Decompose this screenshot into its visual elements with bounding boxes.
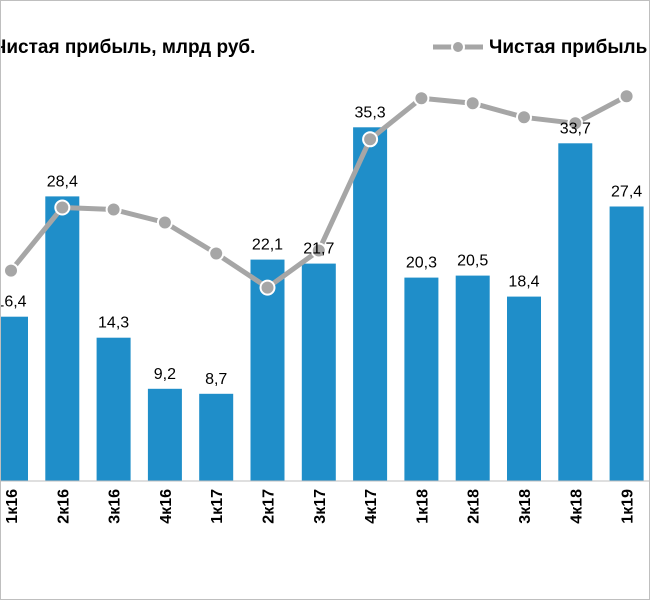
line-point-3к17: [310, 242, 327, 259]
x-tick-label-1к17: 1к17: [209, 489, 226, 524]
line-point-4к18: [567, 115, 584, 132]
data-label-1к16: 16,4: [1, 294, 27, 311]
x-tick-label-3к18: 3к18: [517, 489, 534, 524]
x-tick-label-1к19: 1к19: [620, 489, 637, 524]
line-point-1к16: [3, 262, 19, 279]
data-label-1к19: 27,4: [611, 184, 642, 201]
data-label-3к18: 18,4: [508, 274, 539, 291]
bar-1к18: [404, 277, 439, 481]
x-tick-label-2к17: 2к17: [261, 489, 278, 524]
data-label-4к18: 33,7: [560, 120, 591, 137]
bar-4к17: [353, 127, 388, 482]
x-tick-label-2к18: 2к18: [466, 489, 483, 524]
legend-line-label: Чистая прибыль: [489, 37, 647, 58]
bar-4к16: [147, 388, 182, 481]
bar-1к17: [199, 393, 234, 481]
bar-2к16: [45, 196, 80, 481]
x-tick-label-3к16: 3к16: [107, 489, 124, 524]
bar-2к18: [455, 275, 490, 481]
line-point-3к18: [516, 109, 532, 126]
labels-layer: 16,4 28,4 14,3 9,2 8,7 22,1 21,7 35,3 20,3 20,5 18…: [1, 104, 642, 388]
bar-3к16: [96, 337, 131, 481]
line-series-path: [9, 93, 628, 291]
x-tick-label-4к16: 4к16: [158, 489, 175, 524]
x-tick-label-1к16: 1к16: [4, 489, 21, 524]
x-tick-label-3к17: 3к17: [312, 489, 329, 524]
data-label-4к16: 9,2: [154, 366, 176, 383]
line-point-2к17: [259, 279, 276, 296]
data-label-2к16: 28,4: [47, 173, 78, 190]
x-tick-label-1к18: 1к18: [414, 489, 431, 524]
legend-line-marker: [451, 40, 465, 54]
line-point-3к16: [105, 201, 122, 218]
data-label-1к18: 20,3: [406, 255, 437, 272]
line-point-4к16: [156, 214, 173, 231]
line-point-1к17: [208, 245, 225, 262]
line-point-2к16: [54, 199, 71, 216]
legend-line-swatch: [433, 40, 483, 54]
bar-3к17: [301, 263, 336, 481]
bar-2к17: [250, 259, 285, 481]
bars-layer: [1, 127, 644, 482]
bar-3к18: [507, 296, 541, 481]
legend-bar-label: Чистая прибыль, млрд руб.: [1, 37, 255, 58]
line-point-1к19: [618, 88, 635, 105]
bar-1к19: [609, 206, 644, 481]
line-layer: [3, 88, 635, 296]
data-label-1к17: 8,7: [205, 371, 227, 388]
data-label-2к17: 22,1: [252, 237, 283, 254]
bar-1к16: [1, 316, 28, 481]
data-label-2к18: 20,5: [457, 253, 488, 270]
line-point-2к18: [464, 95, 481, 112]
ticks-layer: 1к16 2к16 3к16 4к16 1к17 2к17 3к17 4к17 1к18 2к18…: [4, 489, 637, 524]
x-tick-label-4к17: 4к17: [363, 489, 380, 524]
bar-4к18: [558, 143, 593, 482]
data-label-3к17: 21,7: [303, 241, 334, 258]
line-point-1к18: [413, 90, 430, 107]
x-tick-label-2к16: 2к16: [55, 489, 72, 524]
line-point-4к17: [362, 131, 379, 148]
data-label-3к16: 14,3: [98, 315, 129, 332]
data-label-4к17: 35,3: [355, 104, 386, 121]
x-tick-label-4к18: 4к18: [568, 489, 585, 524]
